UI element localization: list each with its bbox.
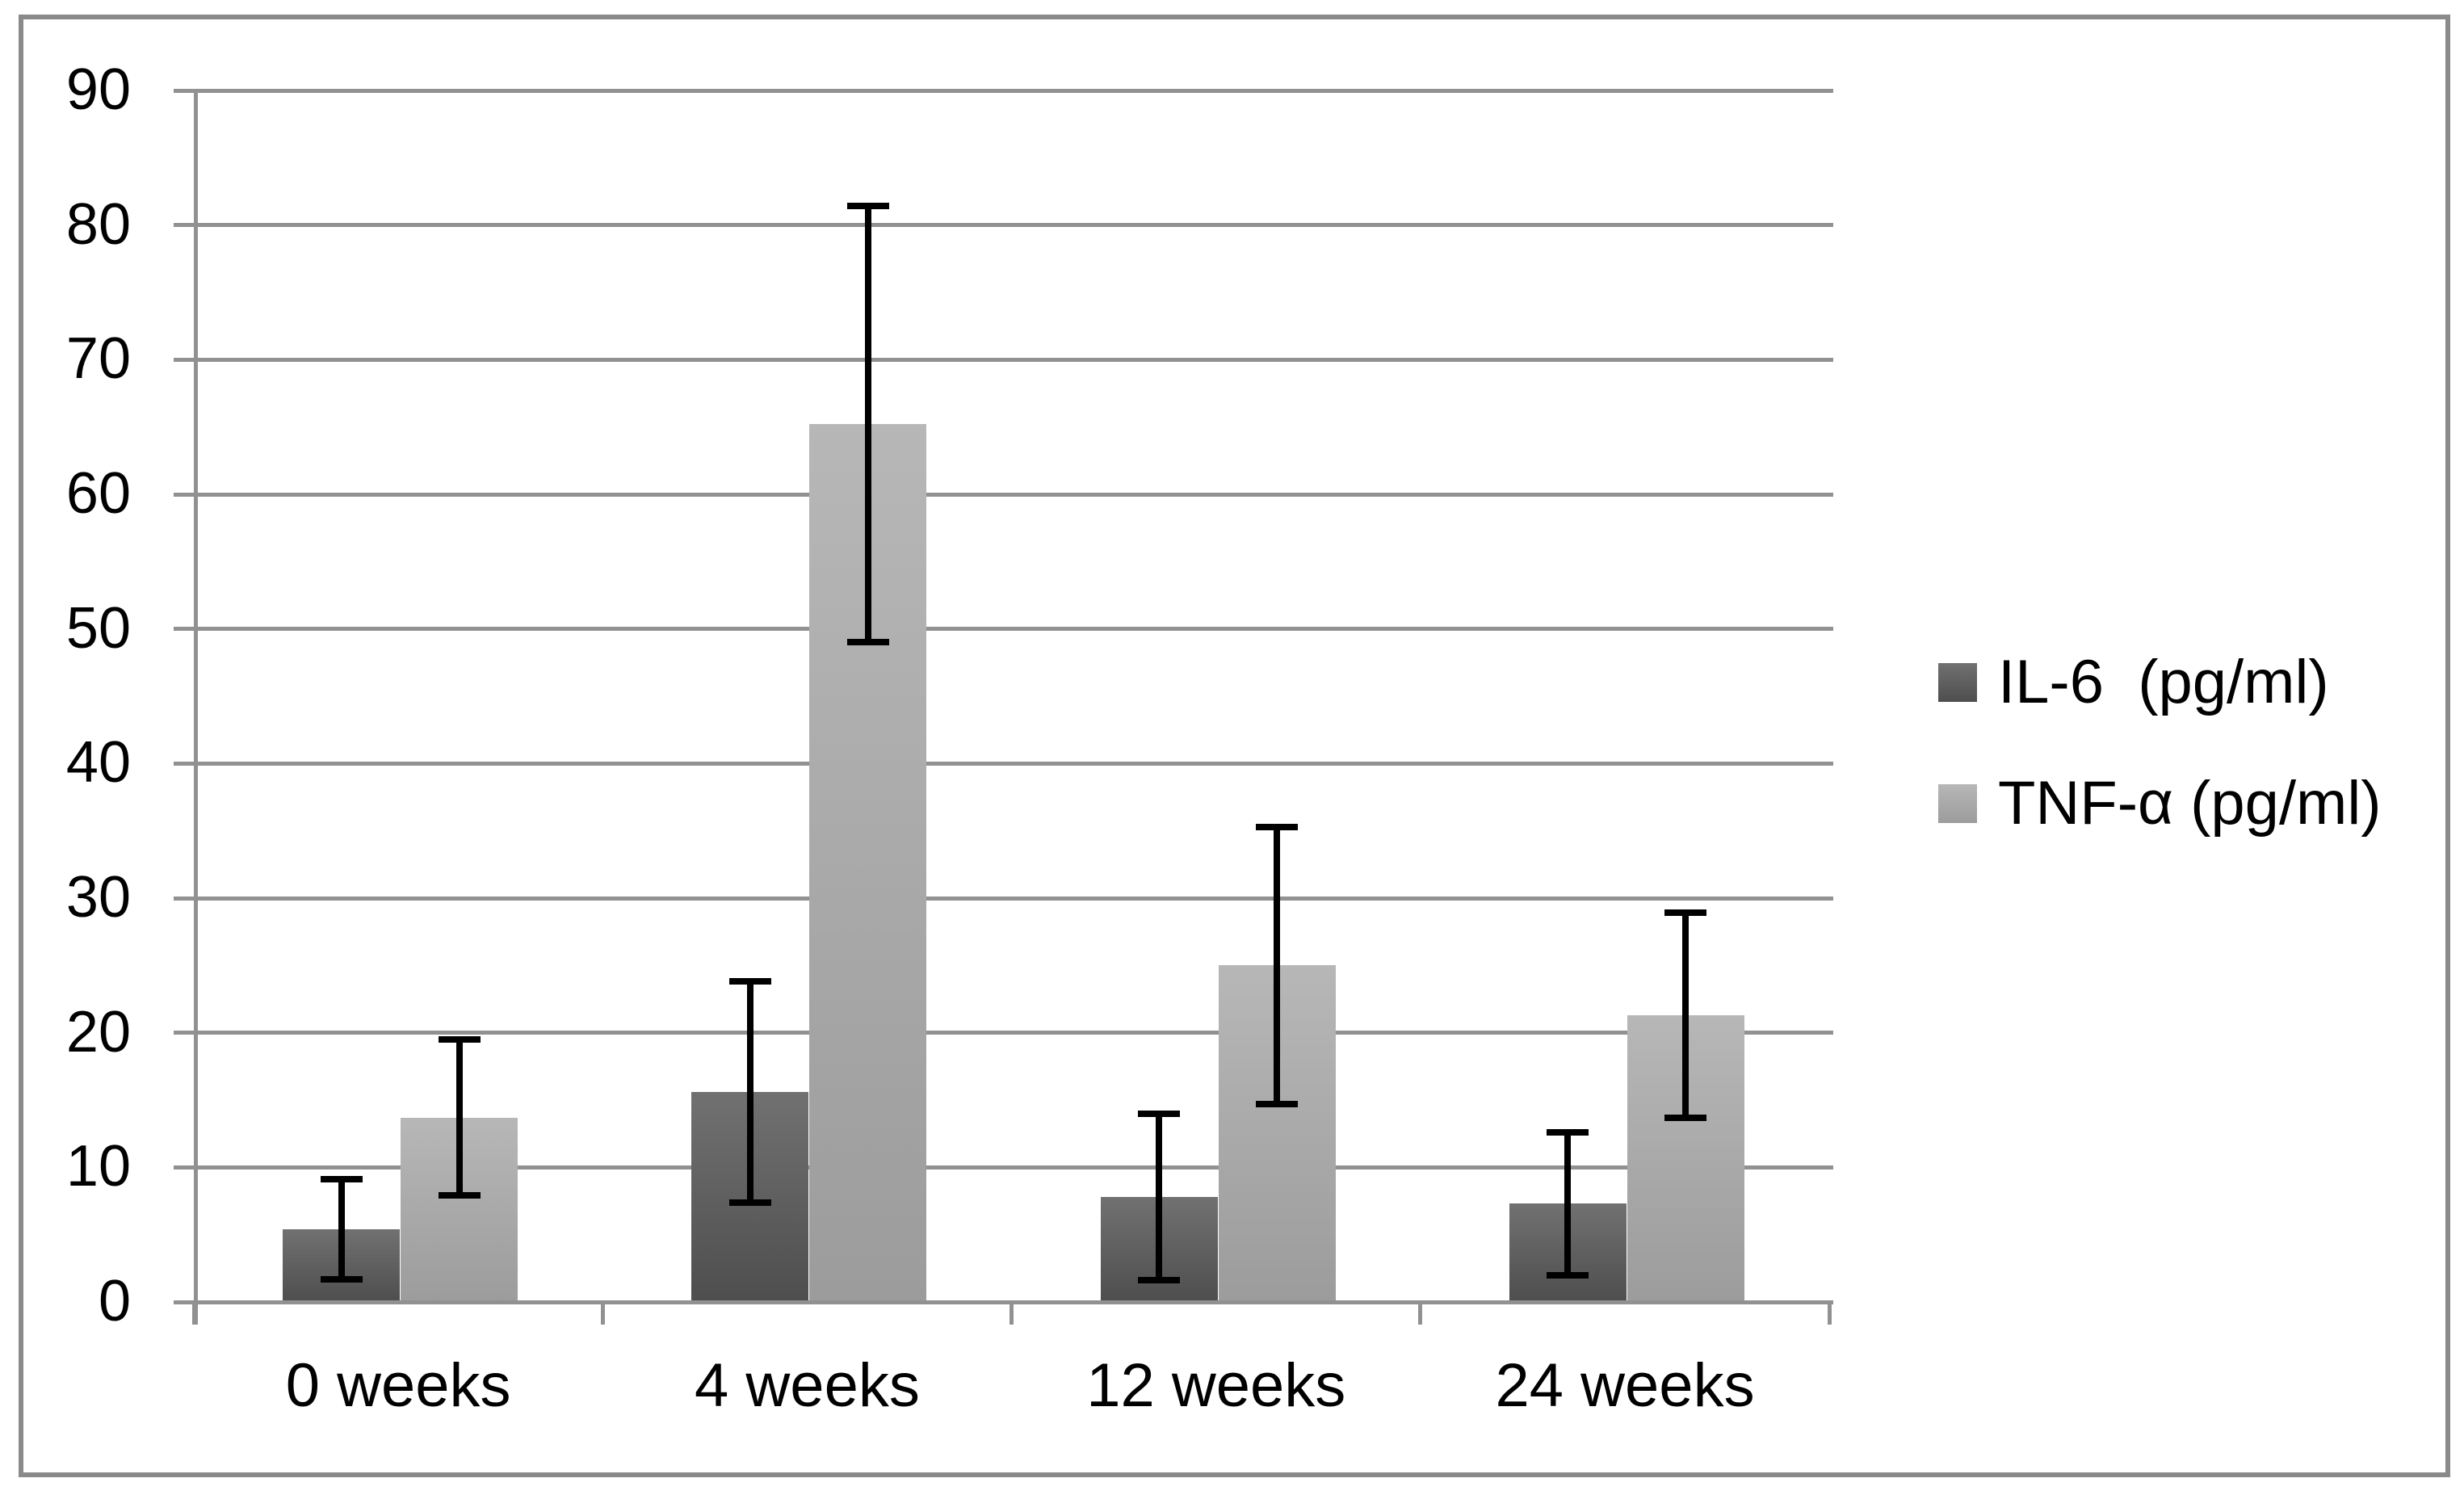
gridline-10 (174, 1165, 1833, 1170)
error-bar-cap-top (1664, 909, 1707, 917)
x-axis-tick (1010, 1302, 1014, 1325)
error-bar-cap-bottom (1664, 1114, 1707, 1121)
legend-label-tnf: TNF-α (pg/ml) (1998, 769, 2382, 838)
gridline-20 (174, 1031, 1833, 1035)
y-axis-label: 50 (65, 595, 131, 661)
chart-frame (19, 15, 2450, 1477)
y-axis-label: 70 (65, 326, 131, 392)
gridline-80 (174, 223, 1833, 228)
error-bar-cap-bottom (320, 1275, 363, 1283)
gridline-0 (174, 1300, 1833, 1304)
legend-swatch-tnf (1938, 784, 1977, 823)
error-bar-cap-bottom (1547, 1271, 1589, 1279)
error-bar-line (864, 206, 871, 643)
error-bar-cap-top (728, 978, 771, 985)
error-bar-line (1682, 913, 1690, 1118)
x-axis-tick (1827, 1302, 1832, 1325)
legend-label-il6: IL-6 (pg/ml) (1998, 648, 2329, 716)
gridline-50 (174, 627, 1833, 632)
error-bar-cap-bottom (1256, 1101, 1299, 1107)
error-bar-cap-bottom (1138, 1277, 1181, 1284)
legend: IL-6 (pg/ml) TNF-α (pg/ml) (1938, 652, 2382, 894)
legend-item-il6: IL-6 (pg/ml) (1938, 652, 2382, 713)
gridline-70 (174, 357, 1833, 362)
error-bar-cap-bottom (438, 1192, 481, 1199)
error-bar-line (338, 1179, 345, 1279)
y-axis-label: 0 (98, 1269, 131, 1333)
y-axis-label: 10 (65, 1134, 131, 1199)
error-bar-line (1564, 1132, 1572, 1275)
legend-swatch-il6 (1938, 663, 1977, 702)
y-axis-label: 20 (65, 999, 131, 1065)
x-axis-label: 0 weeks (285, 1351, 511, 1420)
y-axis-label: 80 (65, 191, 131, 257)
error-bar-cap-top (1547, 1129, 1589, 1136)
error-bar-cap-top (438, 1036, 481, 1043)
error-bar-line (1156, 1113, 1163, 1281)
error-bar-line (455, 1039, 463, 1196)
error-bar-cap-top (320, 1176, 363, 1183)
error-bar-cap-bottom (728, 1199, 771, 1206)
error-bar-line (1274, 826, 1281, 1104)
error-bar-line (746, 981, 753, 1203)
x-axis-label: 4 weeks (695, 1351, 920, 1420)
y-axis-label: 90 (65, 57, 131, 122)
x-axis-label: 12 weeks (1086, 1351, 1346, 1420)
y-axis-label: 60 (65, 461, 131, 526)
x-axis-tick (600, 1302, 605, 1325)
error-bar-cap-top (846, 203, 889, 210)
y-axis-label: 30 (65, 865, 131, 930)
gridline-40 (174, 761, 1833, 766)
x-axis-tick (1418, 1302, 1423, 1325)
gridline-90 (174, 88, 1833, 93)
y-axis-line (194, 89, 198, 1325)
legend-item-tnf: TNF-α (pg/ml) (1938, 773, 2382, 834)
x-axis-label: 24 weeks (1495, 1351, 1755, 1420)
x-axis-tick (191, 1302, 196, 1325)
y-axis-label: 40 (65, 730, 131, 796)
gridline-60 (174, 492, 1833, 497)
error-bar-cap-top (1256, 823, 1299, 830)
error-bar-cap-top (1138, 1110, 1181, 1117)
error-bar-cap-bottom (846, 639, 889, 646)
gridline-30 (174, 896, 1833, 901)
